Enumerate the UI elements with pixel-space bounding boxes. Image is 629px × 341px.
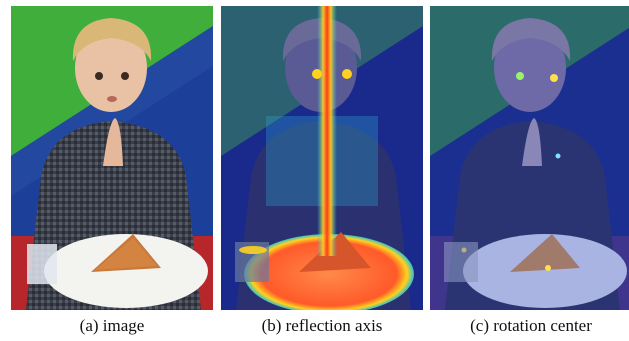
right-eye [121,72,129,80]
panel-reflection-axis [221,6,423,310]
pizza-hotspot [545,265,551,271]
pizza-tint [510,234,580,272]
plate-heat [244,234,414,310]
caption-rotation-center: (c) rotation center [470,316,592,335]
left-eye-hotspot [516,72,524,80]
right-eye-hotspot [550,74,558,82]
left-eye-hotspot [312,69,322,79]
hands-tint [522,118,542,166]
child-hair [72,18,152,61]
pizza-topping [95,238,157,270]
right-eye-hotspot [342,69,352,79]
mouth [107,96,117,102]
plate [44,234,208,308]
plastic-cup [27,244,57,284]
photo-reflection-heatmap [221,6,423,310]
child-hair-tint [282,18,362,61]
panel-rotation-center [430,6,629,310]
hands-hotspot [555,153,561,159]
caption-image: (a) image [79,316,145,335]
plate-tint [463,234,627,308]
panel-image [11,6,213,310]
cup-rim-heat [239,246,267,254]
left-eye [95,72,103,80]
caption-reflection-axis: (b) reflection axis [261,316,383,335]
child-hair-tint [491,18,571,61]
photo-rotation-heatmap [430,6,629,310]
cup-tint [444,242,478,282]
reflection-axis-line [317,6,337,256]
clasped-hands [103,118,123,166]
child-face [75,24,147,112]
photo-original [11,6,213,310]
child-face-tint [494,24,566,112]
